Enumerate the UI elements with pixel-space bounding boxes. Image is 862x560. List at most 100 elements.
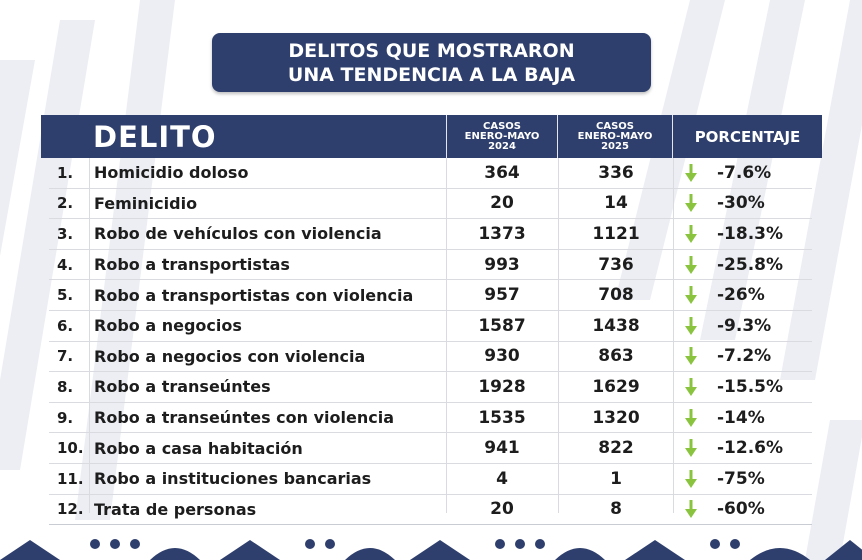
cases-2024: 20: [490, 499, 514, 520]
percent-change: -60%: [717, 499, 765, 520]
cases-2024: 364: [484, 162, 520, 183]
table-row: 5. Robo a transportistas con violencia 957…: [49, 280, 812, 311]
arrow-down-icon: [681, 433, 701, 463]
row-number: 12.: [57, 500, 84, 519]
percent-change: -14%: [717, 407, 765, 428]
header-divider: [446, 115, 447, 158]
table-row: 9. Robo a transeúntes con violencia 1535 13…: [49, 403, 812, 434]
header-2024-line2: ENERO-MAYO: [464, 130, 540, 142]
cases-2025: 736: [598, 254, 634, 275]
table-row: 6. Robo a negocios 1587 1438 -9.3%: [49, 311, 812, 342]
decorative-pattern-footer: [0, 539, 862, 560]
cases-2024: 930: [484, 346, 520, 367]
cases-2025: 822: [598, 438, 634, 459]
header-2025-line2: ENERO-MAYO: [577, 130, 653, 142]
table-row: 4. Robo a transportistas 993 736 -25.8%: [49, 250, 812, 281]
row-number: 9.: [57, 408, 74, 427]
percent-change: -18.3%: [717, 223, 784, 244]
column-divider: [446, 158, 447, 513]
header-casos-2024: CASOS ENERO-MAYO 2024: [447, 115, 557, 158]
arrow-down-icon: [681, 372, 701, 402]
cases-2025: 1629: [592, 376, 640, 397]
percent-change: -26%: [717, 285, 765, 306]
crime-name: Robo a transportistas con violencia: [94, 285, 414, 305]
crime-name: Robo a transeúntes: [94, 377, 271, 397]
row-number: 5.: [57, 286, 74, 305]
arrow-down-icon: [681, 189, 701, 219]
percent-change: -12.6%: [717, 438, 784, 459]
cases-2025: 1438: [592, 315, 640, 336]
cases-2025: 14: [604, 193, 628, 214]
header-2025-line3: 2025: [601, 140, 629, 152]
arrow-down-icon: [681, 280, 701, 310]
arrow-down-icon: [681, 464, 701, 494]
cases-2024: 941: [484, 438, 520, 459]
cases-2025: 336: [598, 162, 634, 183]
row-number: 7.: [57, 347, 74, 366]
header-2025-line1: CASOS: [596, 120, 634, 132]
percent-change: -9.3%: [717, 315, 772, 336]
row-number: 11.: [57, 469, 84, 488]
table-header: DELITO CASOS ENERO-MAYO 2024 CASOS ENERO…: [41, 115, 822, 158]
row-number: 4.: [57, 255, 74, 274]
crime-name: Robo a instituciones bancarias: [94, 469, 372, 489]
row-number: 1.: [57, 163, 74, 182]
row-number: 8.: [57, 377, 74, 396]
table-row: 10. Robo a casa habitación 941 822 -12.6%: [49, 433, 812, 464]
table-row: 7. Robo a negocios con violencia 930 863 -7.…: [49, 342, 812, 373]
header-divider: [557, 115, 558, 158]
percent-change: -15.5%: [717, 376, 784, 397]
column-divider: [89, 158, 90, 513]
title-banner: DELITOS QUE MOSTRARON UNA TENDENCIA A LA…: [212, 33, 651, 92]
crime-name: Feminicidio: [94, 193, 198, 213]
row-number: 2.: [57, 194, 74, 213]
crime-name: Robo a casa habitación: [94, 438, 303, 458]
cases-2024: 957: [484, 285, 520, 306]
cases-2024: 1928: [478, 376, 526, 397]
table-row: 1. Homicidio doloso 364 336 -7.6%: [49, 158, 812, 189]
arrow-down-icon: [681, 403, 701, 433]
crime-table: 1. Homicidio doloso 364 336 -7.6% 2. Feminicid…: [49, 158, 812, 526]
arrow-down-icon: [681, 219, 701, 249]
cases-2024: 1373: [478, 223, 526, 244]
column-divider: [673, 158, 674, 513]
row-number: 6.: [57, 316, 74, 335]
table-row: 11. Robo a instituciones bancarias 4 1 -75%: [49, 464, 812, 495]
arrow-down-icon: [681, 311, 701, 341]
crime-name: Robo a negocios: [94, 316, 242, 336]
percent-change: -25.8%: [717, 254, 784, 275]
percent-change: -75%: [717, 468, 765, 489]
cases-2024: 4: [496, 468, 508, 489]
row-number: 3.: [57, 224, 74, 243]
arrow-down-icon: [681, 250, 701, 280]
crime-name: Homicidio doloso: [94, 163, 249, 183]
table-row: 2. Feminicidio 20 14 -30%: [49, 189, 812, 220]
row-number: 10.: [57, 439, 84, 458]
table-row: 3. Robo de vehículos con violencia 1373 112…: [49, 219, 812, 250]
header-divider: [672, 115, 673, 158]
table-row: 8. Robo a transeúntes 1928 1629 -15.5%: [49, 372, 812, 403]
cases-2025: 1121: [592, 223, 640, 244]
crime-name: Robo de vehículos con violencia: [94, 224, 382, 244]
percent-change: -7.6%: [717, 162, 772, 183]
table-row: 12. Trata de personas 20 8 -60%: [49, 495, 812, 526]
crime-name: Robo a transeúntes con violencia: [94, 408, 395, 428]
header-casos-2025: CASOS ENERO-MAYO 2025: [558, 115, 672, 158]
percent-change: -30%: [717, 193, 765, 214]
cases-2024: 1587: [478, 315, 526, 336]
cases-2024: 1535: [478, 407, 526, 428]
percent-change: -7.2%: [717, 346, 772, 367]
cases-2025: 863: [598, 346, 634, 367]
crime-name: Trata de personas: [94, 499, 257, 519]
header-porcentaje: PORCENTAJE: [694, 127, 801, 146]
cases-2024: 993: [484, 254, 520, 275]
column-divider: [558, 158, 559, 513]
arrow-down-icon: [681, 495, 701, 525]
crime-name: Robo a transportistas: [94, 255, 290, 275]
cases-2025: 708: [598, 285, 634, 306]
header-2024-line3: 2024: [488, 140, 516, 152]
title-line-1: DELITOS QUE MOSTRARON: [288, 39, 575, 62]
cases-2024: 20: [490, 193, 514, 214]
header-2024-line1: CASOS: [483, 120, 521, 132]
title-line-2: UNA TENDENCIA A LA BAJA: [287, 63, 576, 86]
